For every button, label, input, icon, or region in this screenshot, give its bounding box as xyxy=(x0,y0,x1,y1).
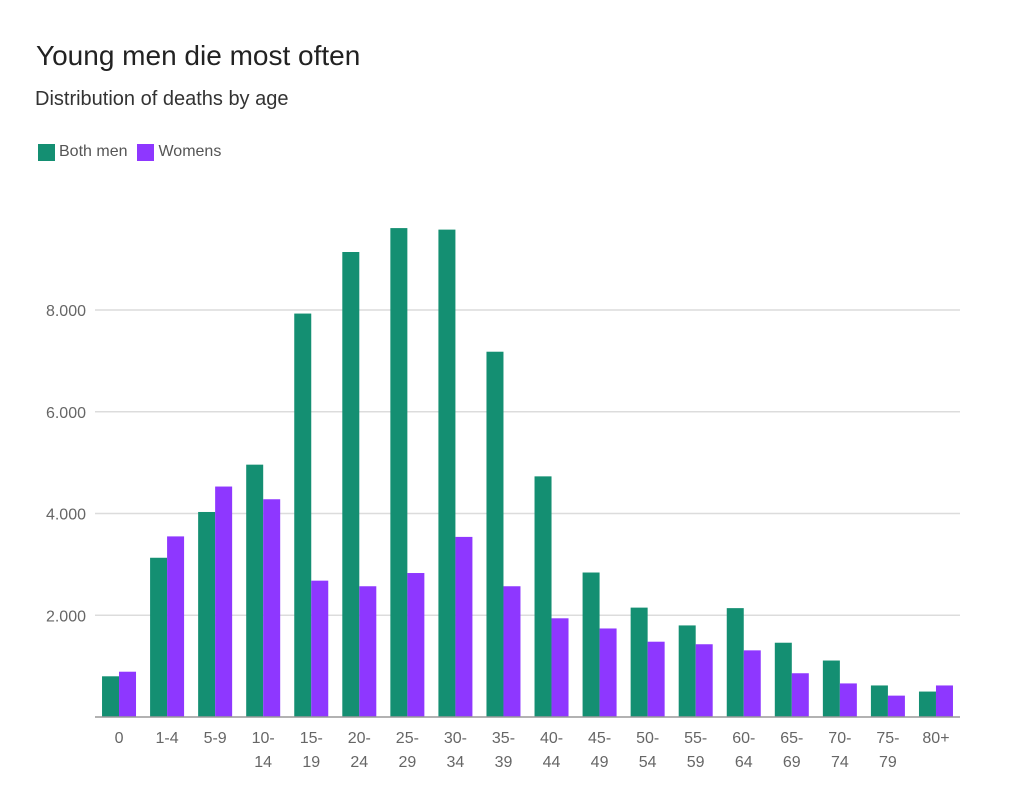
bar-women xyxy=(935,685,953,717)
bar-men xyxy=(870,685,888,717)
x-tick-label: 1-4 xyxy=(156,730,179,747)
x-tick-label: 74 xyxy=(831,754,849,771)
bar-women xyxy=(743,650,761,717)
x-tick-label: 34 xyxy=(447,754,465,771)
y-tick-label: 8.000 xyxy=(46,303,86,320)
x-tick-label: 54 xyxy=(639,754,657,771)
chart-subtitle: Distribution of deaths by age xyxy=(35,88,289,110)
bar-women xyxy=(263,499,281,717)
x-tick-label: 49 xyxy=(591,754,609,771)
x-tick-label: 40- xyxy=(540,730,563,747)
x-tick-label: 60- xyxy=(732,730,755,747)
x-tick-label: 35- xyxy=(492,730,515,747)
x-tick-label: 44 xyxy=(543,754,561,771)
x-tick-label: 24 xyxy=(350,754,368,771)
bar-women xyxy=(311,580,329,717)
y-tick-label: 4.000 xyxy=(46,507,86,524)
x-tick-label: 69 xyxy=(783,754,801,771)
bar-women xyxy=(359,586,377,717)
bar-men xyxy=(726,608,744,717)
x-tick-label: 25- xyxy=(396,730,419,747)
bar-women xyxy=(887,695,905,717)
bar-men xyxy=(630,607,648,717)
bar-women xyxy=(119,671,137,717)
x-tick-label: 65- xyxy=(780,730,803,747)
chart-title: Young men die most often xyxy=(36,40,361,71)
bar-men xyxy=(678,625,696,717)
bar-men xyxy=(918,691,936,717)
x-tick-label: 15- xyxy=(300,730,323,747)
bar-women xyxy=(599,628,617,717)
bar-men xyxy=(102,676,120,717)
bar-women xyxy=(791,673,809,717)
x-tick-label: 80+ xyxy=(922,730,949,747)
bar-men xyxy=(582,572,600,717)
x-tick-label: 30- xyxy=(444,730,467,747)
x-tick-label: 29 xyxy=(398,754,416,771)
y-tick-label: 6.000 xyxy=(46,405,86,422)
bar-men xyxy=(294,313,312,717)
legend: Both men Womens xyxy=(38,143,231,161)
x-tick-label: 0 xyxy=(115,730,124,747)
bar-men xyxy=(342,252,360,717)
bar-women xyxy=(167,536,185,717)
y-tick-label: 2.000 xyxy=(46,608,86,625)
x-tick-label: 14 xyxy=(254,754,272,771)
bar-women xyxy=(551,618,569,717)
bar-men xyxy=(390,228,408,717)
legend-label-men: Both men xyxy=(59,143,128,160)
legend-item-men[interactable]: Both men xyxy=(38,143,127,161)
x-tick-label: 64 xyxy=(735,754,753,771)
legend-item-women[interactable]: Womens xyxy=(137,143,221,161)
bar-women xyxy=(647,641,665,717)
legend-swatch-men xyxy=(38,143,55,161)
x-tick-label: 79 xyxy=(879,754,897,771)
legend-swatch-women xyxy=(137,143,155,161)
bar-men xyxy=(198,511,216,717)
x-tick-label: 59 xyxy=(687,754,705,771)
x-tick-label: 55- xyxy=(684,730,707,747)
legend-label-women: Womens xyxy=(158,143,222,160)
bar-men xyxy=(774,642,792,717)
bar-women xyxy=(455,536,473,717)
bar-men xyxy=(486,351,504,717)
x-tick-label: 75- xyxy=(876,730,899,747)
x-tick-label: 50- xyxy=(636,730,659,747)
bar-men xyxy=(534,476,552,717)
bar-women xyxy=(215,486,233,717)
bar-men xyxy=(246,464,264,717)
x-tick-label: 20- xyxy=(348,730,371,747)
bar-men xyxy=(150,557,168,717)
bar-men xyxy=(438,229,456,717)
bar-women xyxy=(503,586,521,717)
x-tick-label: 19 xyxy=(302,754,320,771)
bar-women xyxy=(839,683,857,717)
x-tick-label: 70- xyxy=(828,730,851,747)
bar-women xyxy=(407,573,425,717)
x-tick-label: 39 xyxy=(495,754,513,771)
x-tick-label: 5-9 xyxy=(204,730,227,747)
bar-women xyxy=(695,644,713,717)
x-tick-label: 10- xyxy=(252,730,275,747)
bar-men xyxy=(822,660,840,717)
x-tick-label: 45- xyxy=(588,730,611,747)
